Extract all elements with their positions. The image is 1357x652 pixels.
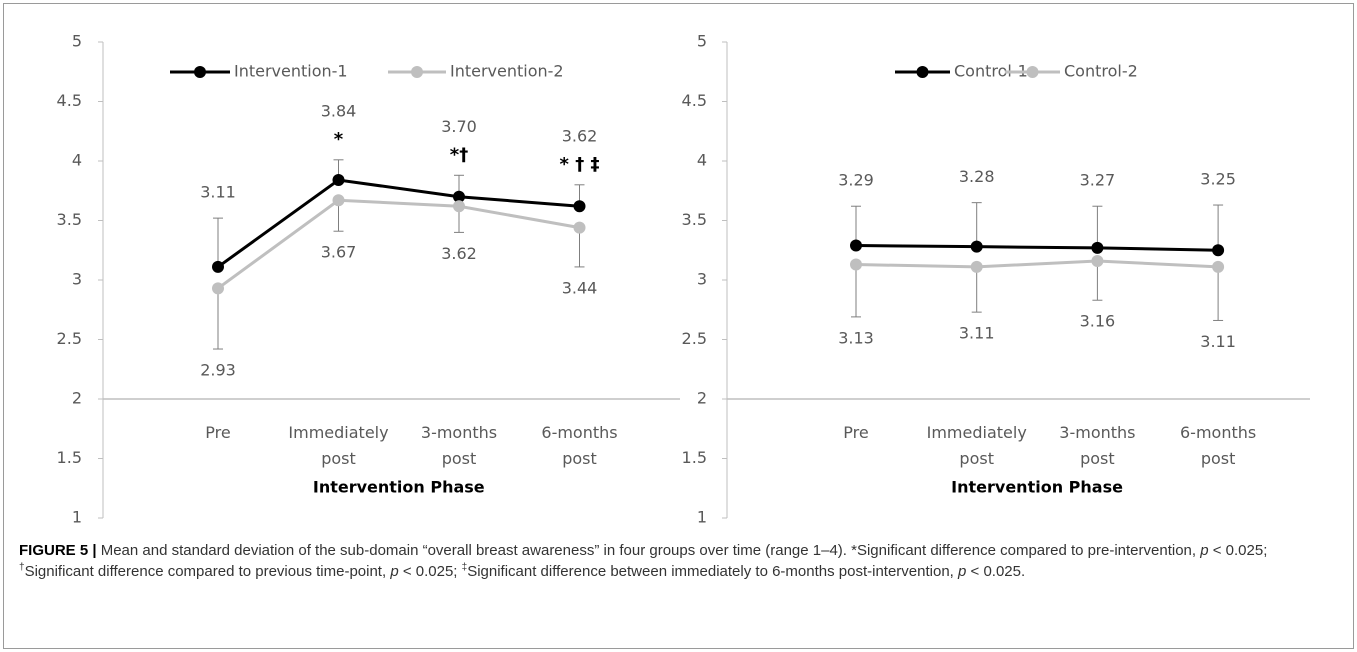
x-tick-label: Pre: [843, 423, 868, 442]
data-label: 3.84: [321, 101, 357, 120]
y-tick-label: 2.5: [682, 329, 707, 348]
y-tick-label: 2.5: [57, 329, 82, 348]
marker: [212, 260, 224, 273]
marker: [970, 260, 983, 273]
x-axis-title: Intervention Phase: [313, 478, 485, 497]
x-axis-title: Intervention Phase: [951, 478, 1123, 497]
y-tick-label: 4.5: [57, 91, 82, 110]
data-label: 3.13: [838, 328, 874, 347]
data-label: 3.27: [1080, 171, 1116, 190]
data-label: 3.25: [1200, 170, 1236, 189]
marker: [212, 282, 224, 295]
marker: [573, 200, 586, 213]
legend-label: Intervention-2: [450, 62, 564, 81]
series-line: [217, 178, 580, 269]
caption: FIGURE 5 | Mean and standard deviation o…: [19, 540, 1339, 582]
data-label: 3.70: [441, 117, 477, 136]
y-tick-label: 3: [72, 270, 82, 289]
figure: 1 1.5 2 2.5 3 3.5 4 4.5 5 Pre Immediately post 3-mon…: [57, 32, 1310, 527]
caption-text: Mean and standard deviation of the sub-d…: [96, 542, 1201, 559]
annotation: *: [334, 129, 344, 150]
x-tick-label: Immediately post: [927, 423, 1027, 468]
annotation: *†: [450, 144, 468, 165]
legend-marker: [1026, 66, 1039, 78]
data-label: 3.62: [441, 244, 477, 263]
y-tick-label: 1: [72, 508, 82, 527]
data-label: 3.11: [1200, 332, 1236, 351]
caption-text: p: [958, 563, 967, 580]
marker: [573, 221, 586, 234]
data-label: 3.28: [959, 167, 995, 186]
y-tick-label: 4: [72, 151, 82, 170]
legend-marker: [194, 66, 206, 78]
data-label: 2.93: [200, 361, 236, 380]
y-tick-label: 2: [72, 389, 82, 408]
series-line: [855, 259, 1219, 269]
marker: [453, 200, 465, 213]
y-tick-label: 1.5: [682, 448, 707, 467]
marker: [1091, 254, 1104, 267]
figure-frame: [3, 3, 1354, 649]
caption-text: †: [19, 562, 25, 573]
y-tick-label: 3.5: [682, 210, 707, 229]
marker: [1091, 241, 1104, 254]
marker: [1212, 260, 1225, 273]
caption-text: < 0.025.: [966, 563, 1026, 580]
x-tick-label: 3-months post: [1059, 423, 1135, 468]
caption-text: < 0.025;: [398, 563, 462, 580]
annotation: * † ‡: [560, 154, 600, 175]
caption-text: p: [390, 563, 399, 580]
marker: [850, 239, 862, 252]
marker: [453, 190, 465, 203]
x-tick-label: 6-months post: [541, 423, 617, 468]
data-label: 3.16: [1080, 312, 1116, 331]
marker: [970, 240, 983, 253]
y-tick-label: 1.5: [57, 448, 82, 467]
caption-text: Significant difference compared to previ…: [24, 563, 391, 580]
x-tick-label: Pre: [205, 423, 230, 442]
y-tick-label: 4: [697, 151, 707, 170]
data-label: 3.62: [562, 126, 598, 145]
legend-marker: [916, 66, 929, 78]
legend-label: Control-1: [954, 62, 1028, 81]
caption-text: Significant difference between immediate…: [467, 563, 959, 580]
legend-marker: [411, 66, 423, 78]
caption-text: p: [1200, 542, 1209, 559]
y-tick-label: 3.5: [57, 210, 82, 229]
x-tick-label: Immediately post: [288, 423, 388, 468]
y-tick-label: 5: [72, 32, 82, 51]
data-label: 3.11: [959, 324, 995, 343]
legend-label: Control-2: [1064, 62, 1138, 81]
data-label: 3.11: [200, 183, 236, 202]
marker: [332, 194, 345, 207]
data-label: 3.67: [321, 243, 357, 262]
series-line: [217, 198, 580, 290]
data-label: 3.44: [562, 278, 598, 297]
caption-label: FIGURE 5 |: [19, 542, 97, 559]
marker: [1212, 244, 1225, 257]
y-tick-label: 4.5: [682, 91, 707, 110]
y-tick-label: 2: [697, 389, 707, 408]
series-line: [855, 243, 1219, 252]
y-tick-label: 5: [697, 32, 707, 51]
x-tick-label: 3-months post: [421, 423, 497, 468]
y-tick-label: 1: [697, 508, 707, 527]
marker: [332, 174, 345, 187]
legend-label: Intervention-1: [234, 62, 348, 81]
marker: [850, 258, 862, 271]
x-tick-label: 6-months post: [1180, 423, 1256, 468]
caption-text: < 0.025;: [1208, 542, 1268, 559]
caption-text: ‡: [461, 562, 468, 573]
y-tick-label: 3: [697, 270, 707, 289]
data-label: 3.29: [838, 171, 874, 190]
